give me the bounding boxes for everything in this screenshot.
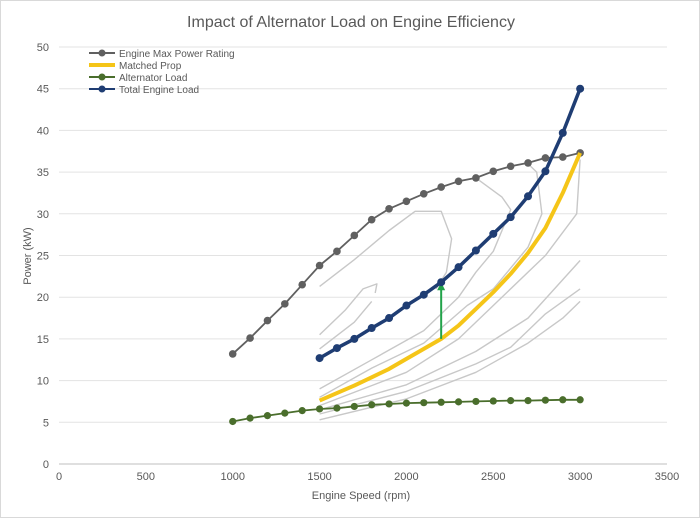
data-point [541,154,550,162]
x-tick-label: 2000 [394,471,418,483]
data-point [472,174,480,182]
data-point [472,397,480,406]
data-point [420,399,428,407]
data-point [558,153,567,161]
data-point [541,396,550,404]
data-point [524,397,532,405]
data-point [385,204,393,213]
legend-marker [98,73,106,81]
efficiency-contour [319,288,581,415]
efficiency-contour [319,283,378,336]
data-point [281,300,289,308]
data-point [402,399,411,407]
y-tick-label: 20 [37,292,49,304]
data-point [489,167,498,176]
data-point [437,278,446,287]
data-point [246,414,254,422]
efficiency-contour [319,260,581,411]
data-point [298,407,306,415]
x-tick-label: 1000 [220,471,244,483]
data-point [385,400,393,408]
data-point [454,398,463,406]
data-point [263,412,272,420]
series-line [318,88,582,360]
data-point [507,397,515,405]
y-tick-label: 40 [37,125,49,137]
series-line [318,152,582,403]
data-point [559,396,567,404]
data-point [298,280,307,289]
efficiency-contour [319,210,453,290]
legend-label: Matched Prop [119,61,182,72]
data-point [281,409,289,417]
data-point [350,231,359,240]
x-tick-label: 500 [137,471,155,483]
chart-title: Impact of Alternator Load on Engine Effi… [187,14,515,31]
efficiency-contour [319,163,543,398]
legend-label: Alternator Load [119,73,187,84]
data-point [228,350,237,358]
y-axis-label: Power (kW) [22,227,34,284]
data-point [524,159,532,167]
data-point [367,215,376,224]
data-point [471,246,480,255]
data-point [333,247,341,256]
y-tick-label: 30 [37,209,49,221]
y-tick-label: 35 [37,167,49,179]
data-point [437,398,445,406]
data-point [558,128,567,137]
legend-label: Total Engine Load [119,85,199,96]
data-point [489,397,497,405]
x-tick-label: 2500 [481,471,505,483]
legend-label: Engine Max Power Rating [119,49,235,60]
data-point [368,401,376,409]
data-point [315,405,324,413]
data-point [454,177,463,186]
data-point [506,162,515,171]
data-point [420,189,428,198]
y-tick-label: 25 [37,251,49,263]
data-point [246,334,254,342]
data-point [576,396,584,404]
data-point [402,301,411,310]
y-tick-label: 15 [37,334,49,346]
data-point [315,261,324,270]
x-tick-label: 3500 [655,471,679,483]
data-point [541,167,550,176]
data-point [489,229,498,238]
data-point [229,417,237,426]
y-tick-label: 0 [43,459,49,471]
y-tick-label: 45 [37,84,49,96]
data-point [263,316,272,325]
data-point [454,263,463,272]
data-point [367,324,376,333]
data-point [524,192,533,201]
x-tick-label: 0 [56,471,62,483]
y-tick-label: 5 [43,417,49,429]
data-point [402,197,411,206]
data-point [506,213,515,222]
efficiency-contour [319,177,512,390]
y-tick-label: 50 [37,42,49,54]
data-point [315,354,324,363]
legend-marker [98,85,106,93]
data-point [350,334,359,343]
data-point [576,84,585,93]
data-point [419,290,428,299]
efficiency-contour [319,159,581,407]
x-axis-label: Engine Speed (rpm) [312,490,410,502]
data-point [437,183,445,191]
x-tick-label: 1500 [307,471,331,483]
efficiency-contour [319,300,373,350]
data-point [350,402,358,411]
data-point [332,344,341,353]
y-tick-label: 10 [37,376,49,388]
data-point [385,314,394,323]
x-tick-label: 3000 [568,471,592,483]
legend-marker [98,49,106,57]
data-point [333,404,341,412]
